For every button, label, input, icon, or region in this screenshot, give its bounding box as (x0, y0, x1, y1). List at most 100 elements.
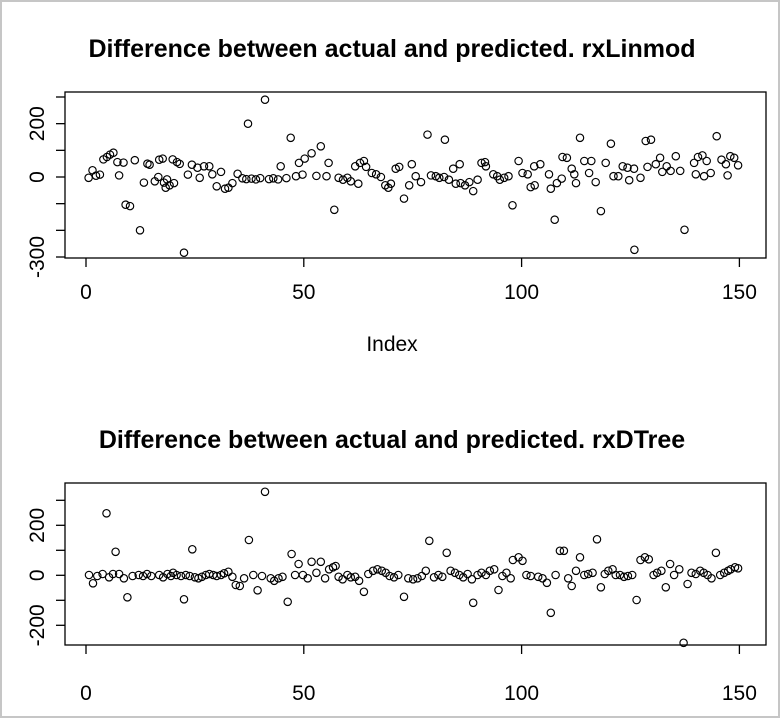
data-point (558, 152, 567, 162)
data-point (606, 139, 616, 148)
data-point (260, 487, 270, 497)
data-point (550, 215, 559, 224)
data-point (468, 598, 478, 608)
data-point (538, 574, 547, 583)
data-point (717, 155, 726, 164)
data-point (385, 571, 394, 581)
data-point (425, 536, 434, 546)
data-point (368, 566, 378, 576)
data-point (465, 177, 474, 187)
data-point (723, 171, 732, 180)
data-point (526, 182, 535, 192)
y-tick-label: 0 (26, 171, 49, 183)
data-point (530, 181, 539, 190)
data-point (276, 162, 285, 171)
data-point (113, 157, 122, 167)
data-point (176, 571, 186, 581)
y-tick-label: 200 (26, 106, 49, 141)
y-tick-label: -200 (26, 604, 49, 646)
data-point (438, 572, 447, 582)
data-point (324, 158, 333, 168)
data-point (632, 595, 641, 605)
data-point (699, 171, 709, 181)
data-point (195, 173, 204, 183)
data-point (243, 119, 253, 128)
data-point (294, 158, 304, 168)
data-point (562, 153, 572, 163)
data-point (286, 133, 295, 143)
data-point (257, 571, 267, 581)
data-point (119, 574, 129, 583)
data-point (451, 179, 461, 188)
data-point (643, 162, 652, 172)
data-point (587, 156, 596, 166)
data-point (188, 545, 197, 554)
data-point (494, 585, 503, 595)
data-point (551, 570, 560, 580)
data-point (249, 570, 258, 580)
data-point (698, 151, 707, 160)
data-point (212, 182, 221, 191)
data-point (394, 162, 404, 172)
plot-frame (64, 482, 767, 646)
data-point (158, 154, 167, 163)
data-point (114, 569, 124, 579)
data-point (278, 572, 287, 582)
data-point (495, 175, 505, 184)
data-point (205, 162, 214, 171)
data-point (477, 568, 486, 578)
data-point (95, 170, 105, 179)
data-point (687, 568, 696, 578)
data-point (255, 173, 265, 183)
data-point (601, 158, 610, 168)
plot-frame (64, 91, 767, 259)
data-point (108, 569, 118, 579)
data-point (536, 159, 545, 169)
data-point (689, 158, 699, 168)
data-point (287, 549, 296, 559)
y-tick-label: 200 (26, 508, 49, 543)
data-point (644, 555, 654, 564)
data-point (448, 164, 458, 173)
data-point (168, 155, 177, 164)
data-point (706, 168, 715, 178)
data-point (93, 571, 102, 581)
data-point (618, 162, 627, 171)
data-point (84, 173, 93, 183)
data-point (662, 162, 671, 171)
data-point (235, 581, 245, 591)
data-point (485, 566, 495, 576)
data-point (526, 571, 535, 581)
data-point (386, 179, 396, 188)
data-point (228, 572, 237, 582)
data-point (145, 160, 154, 169)
data-point (84, 570, 94, 580)
data-point (646, 135, 656, 144)
data-point (119, 158, 128, 167)
data-point (657, 566, 666, 576)
data-point (588, 568, 597, 578)
data-point (228, 178, 237, 188)
data-point (679, 638, 688, 648)
data-point (446, 566, 455, 576)
data-point (693, 152, 703, 162)
data-point (134, 570, 143, 580)
data-point (111, 547, 120, 557)
plot-title-rxdtree: Difference between actual and predicted.… (98, 426, 686, 454)
data-point (303, 574, 312, 583)
data-point (652, 568, 662, 578)
data-point (172, 570, 181, 580)
data-point (721, 159, 731, 169)
data-point (421, 566, 431, 576)
x-tick-label: 0 (80, 281, 92, 304)
data-point (175, 159, 184, 169)
data-point (691, 170, 701, 179)
data-point (88, 166, 97, 175)
data-point (518, 168, 527, 178)
x-tick-label: 100 (504, 281, 539, 304)
data-point (584, 168, 594, 178)
x-tick-label: 150 (722, 281, 757, 304)
data-point (733, 161, 743, 170)
data-point (456, 178, 465, 188)
data-point (154, 172, 163, 182)
